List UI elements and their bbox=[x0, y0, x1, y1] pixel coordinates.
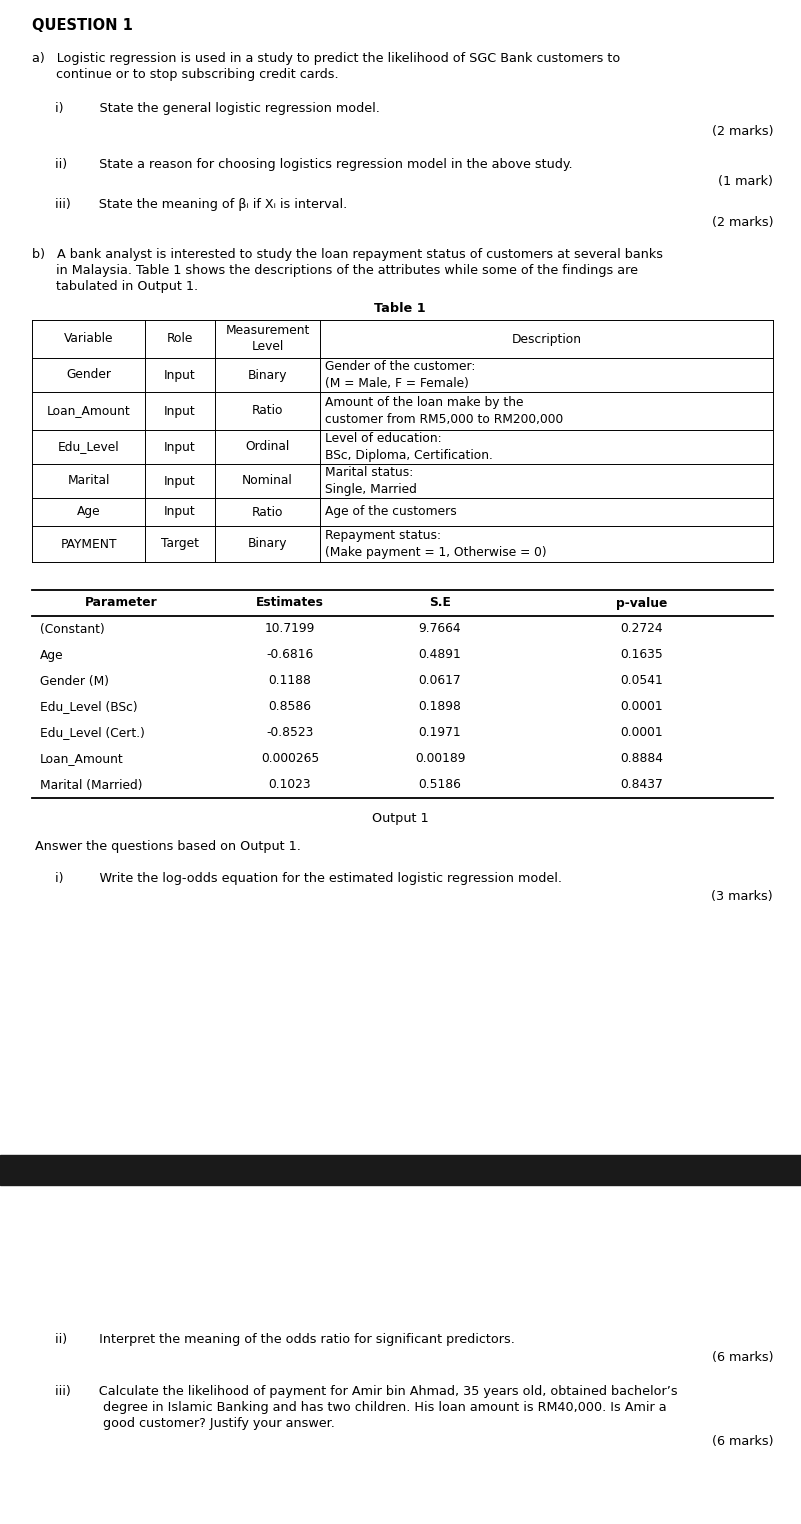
Text: 0.8437: 0.8437 bbox=[620, 779, 663, 791]
Text: Edu_Level (Cert.): Edu_Level (Cert.) bbox=[40, 727, 145, 739]
Text: (6 marks): (6 marks) bbox=[711, 1436, 773, 1448]
Text: Marital (Married): Marital (Married) bbox=[40, 779, 143, 791]
Text: a)   Logistic regression is used in a study to predict the likelihood of SGC Ban: a) Logistic regression is used in a stud… bbox=[32, 52, 620, 66]
Text: 9.7664: 9.7664 bbox=[419, 622, 461, 636]
Text: Estimates: Estimates bbox=[256, 596, 324, 610]
Text: 0.8586: 0.8586 bbox=[268, 701, 312, 713]
Text: continue or to stop subscribing credit cards.: continue or to stop subscribing credit c… bbox=[32, 69, 339, 81]
Text: S.E: S.E bbox=[429, 596, 451, 610]
Text: Age: Age bbox=[77, 506, 100, 518]
Text: 0.5186: 0.5186 bbox=[419, 779, 461, 791]
Text: 0.2724: 0.2724 bbox=[620, 622, 662, 636]
Text: p-value: p-value bbox=[616, 596, 667, 610]
Text: Loan_Amount: Loan_Amount bbox=[40, 753, 123, 765]
Text: 0.1023: 0.1023 bbox=[268, 779, 312, 791]
Text: (1 mark): (1 mark) bbox=[718, 175, 773, 187]
Text: 0.0001: 0.0001 bbox=[620, 727, 662, 739]
Text: Ratio: Ratio bbox=[252, 506, 284, 518]
Text: Role: Role bbox=[167, 332, 193, 346]
Text: (6 marks): (6 marks) bbox=[711, 1350, 773, 1364]
Text: Variable: Variable bbox=[64, 332, 113, 346]
Text: Nominal: Nominal bbox=[242, 474, 293, 488]
Text: Input: Input bbox=[164, 506, 196, 518]
Text: Marital status:
Single, Married: Marital status: Single, Married bbox=[325, 466, 417, 495]
Text: tabulated in Output 1.: tabulated in Output 1. bbox=[32, 280, 198, 293]
Text: Ordinal: Ordinal bbox=[245, 440, 290, 454]
Text: i)         State the general logistic regression model.: i) State the general logistic regression… bbox=[55, 102, 380, 114]
Text: Output 1: Output 1 bbox=[372, 812, 429, 824]
Text: -0.8523: -0.8523 bbox=[266, 727, 314, 739]
Text: (3 marks): (3 marks) bbox=[711, 890, 773, 904]
Text: b)   A bank analyst is interested to study the loan repayment status of customer: b) A bank analyst is interested to study… bbox=[32, 248, 663, 261]
Text: 0.1971: 0.1971 bbox=[419, 727, 461, 739]
Text: QUESTION 1: QUESTION 1 bbox=[32, 18, 133, 34]
Text: good customer? Justify your answer.: good customer? Justify your answer. bbox=[55, 1417, 335, 1430]
Text: Target: Target bbox=[161, 538, 199, 550]
Text: (2 marks): (2 marks) bbox=[711, 125, 773, 139]
Text: Loan_Amount: Loan_Amount bbox=[46, 404, 131, 418]
Text: Input: Input bbox=[164, 369, 196, 381]
Text: Gender (M): Gender (M) bbox=[40, 675, 109, 687]
Text: degree in Islamic Banking and has two children. His loan amount is RM40,000. Is : degree in Islamic Banking and has two ch… bbox=[55, 1401, 666, 1414]
Text: 0.1188: 0.1188 bbox=[268, 675, 312, 687]
Text: Marital: Marital bbox=[67, 474, 110, 488]
Text: -0.6816: -0.6816 bbox=[267, 649, 314, 661]
Text: Description: Description bbox=[512, 332, 582, 346]
Text: 0.8884: 0.8884 bbox=[620, 753, 663, 765]
Text: Table 1: Table 1 bbox=[374, 302, 426, 315]
Text: Gender: Gender bbox=[66, 369, 111, 381]
Text: Repayment status:
(Make payment = 1, Otherwise = 0): Repayment status: (Make payment = 1, Oth… bbox=[325, 529, 546, 559]
Text: Input: Input bbox=[164, 440, 196, 454]
Text: 0.4891: 0.4891 bbox=[419, 649, 461, 661]
Text: iii)       Calculate the likelihood of payment for Amir bin Ahmad, 35 years old,: iii) Calculate the likelihood of payment… bbox=[55, 1385, 678, 1398]
Text: Level of education:
BSc, Diploma, Certification.: Level of education: BSc, Diploma, Certif… bbox=[325, 433, 493, 462]
Text: Amount of the loan make by the
customer from RM5,000 to RM200,000: Amount of the loan make by the customer … bbox=[325, 396, 563, 425]
Text: 0.1898: 0.1898 bbox=[419, 701, 461, 713]
Text: in Malaysia. Table 1 shows the descriptions of the attributes while some of the : in Malaysia. Table 1 shows the descripti… bbox=[32, 264, 638, 277]
Text: Parameter: Parameter bbox=[85, 596, 157, 610]
Text: 0.000265: 0.000265 bbox=[261, 753, 319, 765]
Text: Edu_Level (BSc): Edu_Level (BSc) bbox=[40, 701, 138, 713]
Text: 0.0541: 0.0541 bbox=[620, 675, 663, 687]
Text: Input: Input bbox=[164, 404, 196, 418]
Text: Measurement
Level: Measurement Level bbox=[225, 325, 310, 354]
Text: 10.7199: 10.7199 bbox=[265, 622, 315, 636]
Text: Binary: Binary bbox=[248, 538, 288, 550]
Text: Input: Input bbox=[164, 474, 196, 488]
Text: Age of the customers: Age of the customers bbox=[325, 506, 457, 518]
Text: Answer the questions based on Output 1.: Answer the questions based on Output 1. bbox=[35, 840, 301, 853]
Text: (2 marks): (2 marks) bbox=[711, 216, 773, 229]
Text: Ratio: Ratio bbox=[252, 404, 284, 418]
Text: PAYMENT: PAYMENT bbox=[60, 538, 117, 550]
Text: Edu_Level: Edu_Level bbox=[58, 440, 119, 454]
Text: Age: Age bbox=[40, 649, 63, 661]
Text: ii)        State a reason for choosing logistics regression model in the above s: ii) State a reason for choosing logistic… bbox=[55, 158, 573, 171]
Text: i)         Write the log-odds equation for the estimated logistic regression mod: i) Write the log-odds equation for the e… bbox=[55, 872, 562, 885]
Text: 0.0001: 0.0001 bbox=[620, 701, 662, 713]
Text: Binary: Binary bbox=[248, 369, 288, 381]
Text: 0.1635: 0.1635 bbox=[620, 649, 663, 661]
Bar bbox=[0, 1155, 801, 1186]
Text: 0.00189: 0.00189 bbox=[415, 753, 465, 765]
Text: 0.0617: 0.0617 bbox=[419, 675, 461, 687]
Text: (Constant): (Constant) bbox=[40, 622, 105, 636]
Text: iii)       State the meaning of βᵢ if Xᵢ is interval.: iii) State the meaning of βᵢ if Xᵢ is in… bbox=[55, 198, 348, 210]
Text: ii)        Interpret the meaning of the odds ratio for significant predictors.: ii) Interpret the meaning of the odds ra… bbox=[55, 1334, 515, 1346]
Text: Gender of the customer:
(M = Male, F = Female): Gender of the customer: (M = Male, F = F… bbox=[325, 360, 475, 390]
